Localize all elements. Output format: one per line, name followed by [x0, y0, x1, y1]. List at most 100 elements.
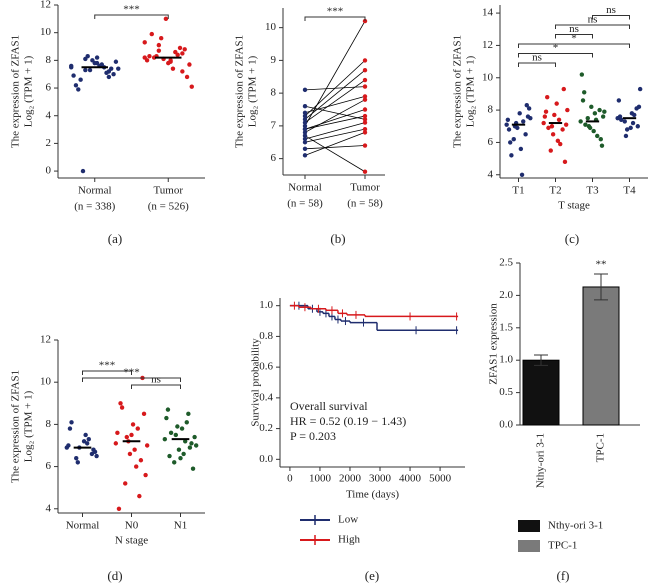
data-point — [142, 40, 147, 45]
data-point — [505, 117, 511, 122]
data-point — [192, 434, 197, 440]
data-point — [545, 94, 550, 100]
data-point — [165, 407, 171, 412]
data-point — [598, 136, 603, 142]
data-point — [554, 101, 559, 106]
y-tick-label: 4 — [46, 502, 52, 514]
x-tick-label: Normal — [66, 520, 100, 532]
data-point — [104, 70, 109, 76]
data-point — [73, 83, 79, 88]
data-point — [172, 460, 177, 465]
data-point — [302, 123, 308, 129]
x-tick-label: Nthy-ori 3-1 — [535, 433, 547, 488]
data-point — [175, 52, 180, 58]
data-point — [106, 74, 112, 80]
data-point — [302, 113, 308, 119]
significance-bracket — [94, 14, 169, 19]
significance-label: ** — [596, 259, 607, 271]
data-point — [362, 117, 368, 122]
x-tick-label: 2000 — [339, 473, 362, 485]
x-tick-label: Tumor — [350, 182, 380, 194]
y-tick-label: 4 — [46, 109, 52, 121]
data-point — [622, 119, 627, 124]
y-tick-label: 2.5 — [499, 257, 513, 269]
data-point — [168, 58, 173, 63]
data-point — [362, 169, 368, 174]
data-point — [562, 159, 568, 165]
data-point — [144, 58, 150, 63]
category-note: (n = 58) — [347, 198, 383, 210]
data-point — [543, 109, 549, 114]
annotation: HR = 0.52 (0.19 − 1.43) — [290, 414, 406, 428]
data-point — [179, 426, 185, 431]
data-point — [548, 148, 553, 153]
data-point — [109, 66, 114, 71]
data-point — [635, 124, 640, 129]
data-point — [636, 104, 642, 110]
y-tick-label: 0.0 — [499, 419, 513, 431]
data-point — [595, 133, 600, 139]
data-point — [86, 436, 91, 442]
data-point — [524, 103, 529, 108]
data-point — [362, 68, 368, 73]
y-axis-label: The expression of ZFAS1 — [234, 35, 246, 148]
bar — [522, 359, 560, 426]
data-point — [587, 125, 593, 131]
x-axis-label: Time (days) — [346, 489, 399, 501]
data-point — [523, 132, 528, 137]
data-point — [132, 447, 137, 452]
panel-label: (a) — [108, 231, 122, 246]
x-tick-label: TPC-1 — [595, 433, 607, 462]
annotation: P = 0.203 — [290, 429, 336, 443]
pair-line — [304, 79, 366, 123]
data-point — [578, 119, 583, 124]
data-point — [515, 125, 520, 131]
y-axis-label: Survival probability — [250, 338, 262, 427]
data-point — [362, 97, 368, 102]
x-tick-label: 4000 — [399, 473, 422, 485]
legend-swatch — [518, 520, 540, 532]
x-tick-label: T1 — [512, 185, 524, 197]
y-tick-label: 10 — [265, 21, 277, 33]
pair-line — [304, 60, 366, 117]
data-point — [180, 69, 185, 74]
data-point — [164, 415, 169, 421]
significance-label: *** — [327, 6, 344, 18]
data-point — [509, 153, 514, 158]
y-tick-label: 9 — [271, 54, 277, 66]
data-point — [302, 117, 308, 122]
y-tick-label: 8 — [46, 54, 52, 66]
data-point — [362, 143, 368, 148]
y-tick-label: 12 — [40, 0, 51, 11]
data-point — [111, 72, 116, 77]
panel-label: (d) — [107, 568, 122, 583]
data-point — [92, 449, 98, 455]
significance-label: ns — [588, 14, 598, 26]
data-point — [302, 120, 308, 125]
data-point — [87, 67, 93, 73]
data-point — [137, 493, 142, 499]
significance-label: *** — [123, 4, 140, 16]
category-note: (n = 526) — [148, 201, 189, 213]
data-point — [116, 506, 122, 511]
data-point — [167, 453, 172, 459]
x-tick-label: 0 — [287, 473, 293, 485]
bar — [582, 286, 620, 426]
error-bar — [594, 273, 608, 301]
y-axis-label: The expression of ZFAS1 — [10, 35, 22, 148]
data-point — [550, 132, 556, 137]
x-tick-label: T2 — [549, 185, 561, 197]
x-tick-label: T4 — [623, 185, 636, 197]
data-point — [362, 107, 368, 112]
data-point — [362, 113, 368, 119]
data-point — [71, 73, 76, 78]
data-point — [616, 98, 622, 103]
x-axis-label: T stage — [558, 200, 590, 212]
data-point — [558, 141, 563, 147]
significance-bracket — [555, 24, 630, 29]
legend-swatch — [518, 540, 540, 552]
data-point — [542, 114, 548, 119]
data-point — [113, 59, 119, 64]
data-point — [66, 443, 71, 448]
pair-line — [304, 96, 366, 114]
